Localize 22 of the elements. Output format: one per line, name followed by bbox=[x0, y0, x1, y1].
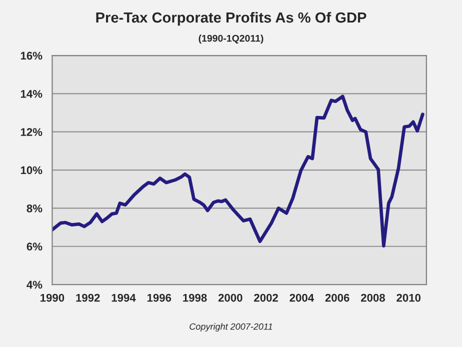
x-tick-label: 2006 bbox=[325, 294, 350, 302]
y-tick-label: 4% bbox=[26, 280, 42, 289]
x-tick-label: 1992 bbox=[76, 294, 100, 302]
y-tick-label: 16% bbox=[20, 52, 42, 60]
x-tick-label: 1994 bbox=[112, 294, 136, 302]
x-tick-label: 2000 bbox=[218, 294, 242, 302]
x-tick-label: 2010 bbox=[396, 294, 421, 302]
y-tick-label: 14% bbox=[20, 90, 42, 98]
y-tick-label: 8% bbox=[26, 204, 42, 212]
chart-subtitle: (1990-1Q2011) bbox=[198, 34, 264, 44]
text: Copyright 2007-2011 bbox=[190, 323, 272, 332]
x-tick-label: 1998 bbox=[183, 294, 207, 302]
y-tick-label: 12% bbox=[20, 128, 42, 136]
x-tick-label: 2004 bbox=[290, 294, 314, 302]
x-tick-label: 2002 bbox=[254, 294, 278, 302]
y-tick-label: 6% bbox=[26, 242, 42, 251]
x-tick-label: 2008 bbox=[360, 294, 385, 302]
x-tick-label: 1990 bbox=[40, 294, 64, 302]
y-tick-label: 10% bbox=[20, 166, 42, 174]
x-tick-label: 1996 bbox=[147, 294, 172, 302]
line-series bbox=[52, 94, 424, 248]
chart-title: Pre-Tax Corporate Profits As % Of GDP bbox=[96, 12, 366, 26]
